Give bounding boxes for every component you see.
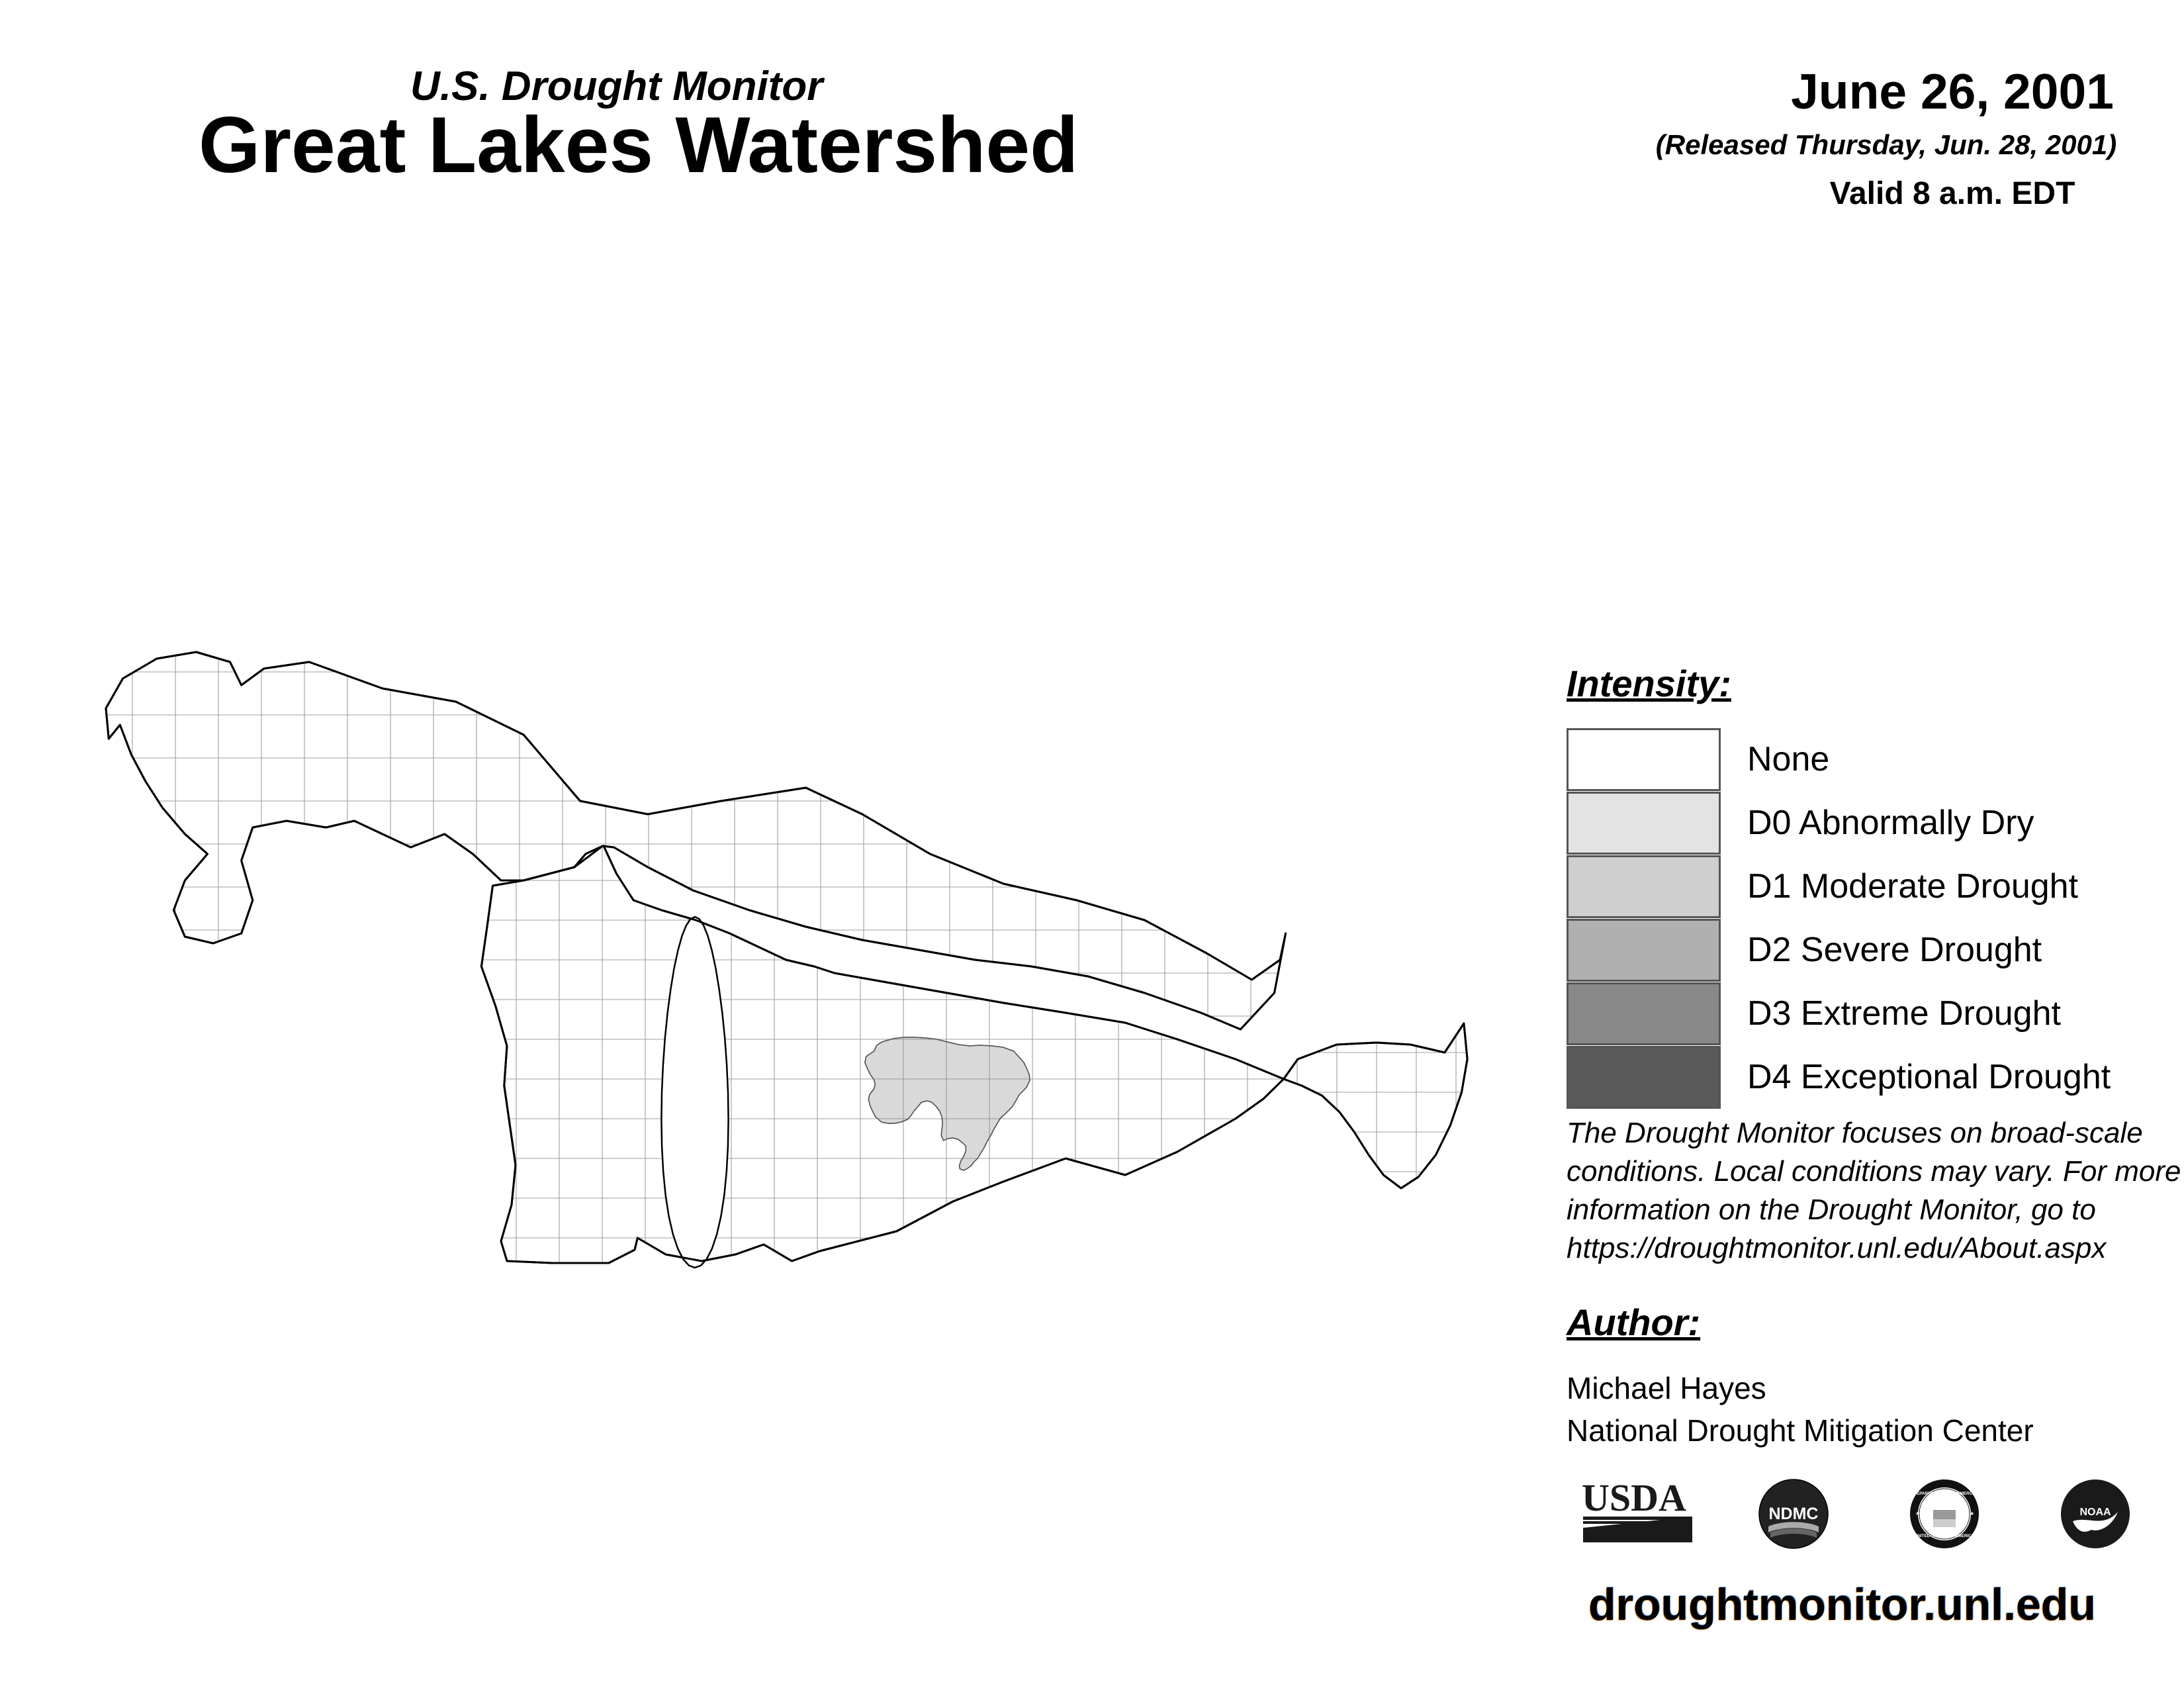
svg-text:NOAA: NOAA [2079, 1507, 2111, 1518]
svg-text:★: ★ [1970, 1511, 1974, 1517]
svg-text:DEPARTMENT OF COMMERCE: DEPARTMENT OF COMMERCE [1914, 1491, 1976, 1496]
svg-text:UNITED STATES OF AMERICA: UNITED STATES OF AMERICA [1915, 1534, 1975, 1538]
svg-text:★: ★ [1915, 1511, 1920, 1517]
svg-text:NDMC: NDMC [1769, 1505, 1819, 1523]
svg-text:USDA: USDA [1582, 1476, 1686, 1519]
